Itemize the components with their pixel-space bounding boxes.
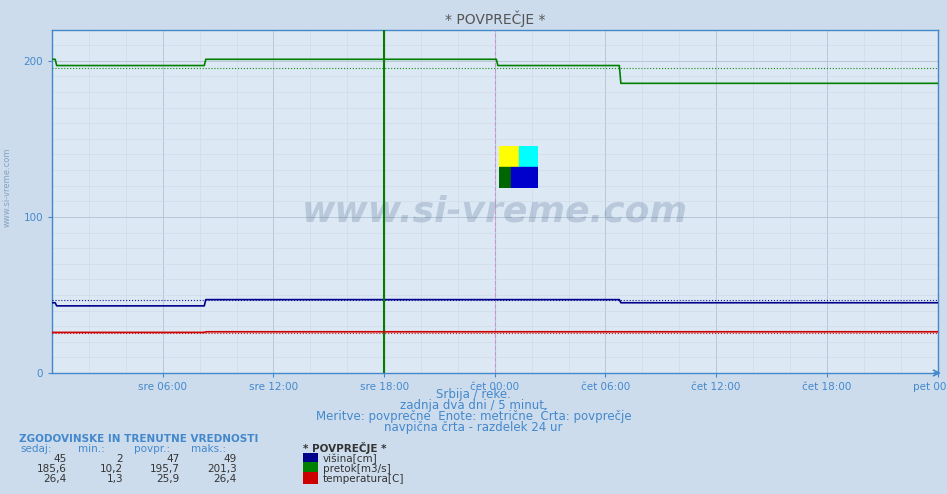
- Text: pretok[m3/s]: pretok[m3/s]: [323, 464, 391, 474]
- Text: 2: 2: [116, 454, 123, 464]
- Text: zadnja dva dni / 5 minut.: zadnja dva dni / 5 minut.: [400, 399, 547, 412]
- Text: 45: 45: [53, 454, 66, 464]
- Text: 26,4: 26,4: [43, 474, 66, 484]
- Text: 195,7: 195,7: [150, 464, 180, 474]
- Text: sedaj:: sedaj:: [21, 444, 52, 454]
- Bar: [499, 146, 519, 167]
- Text: temperatura[C]: temperatura[C]: [323, 474, 404, 484]
- Text: 1,3: 1,3: [106, 474, 123, 484]
- Text: Meritve: povprečne  Enote: metrične  Črta: povprečje: Meritve: povprečne Enote: metrične Črta:…: [315, 408, 632, 423]
- Text: * POVPREČJE *: * POVPREČJE *: [303, 442, 386, 454]
- Text: 47: 47: [167, 454, 180, 464]
- Title: * POVPREČJE *: * POVPREČJE *: [444, 10, 545, 27]
- Text: min.:: min.:: [78, 444, 104, 454]
- Text: 26,4: 26,4: [213, 474, 237, 484]
- Bar: [499, 167, 511, 188]
- Text: www.si-vreme.com: www.si-vreme.com: [3, 148, 12, 227]
- Text: 185,6: 185,6: [36, 464, 66, 474]
- Text: www.si-vreme.com: www.si-vreme.com: [302, 195, 688, 229]
- Text: maks.:: maks.:: [191, 444, 226, 454]
- Text: 10,2: 10,2: [100, 464, 123, 474]
- Text: 201,3: 201,3: [207, 464, 237, 474]
- Text: višina[cm]: višina[cm]: [323, 453, 378, 464]
- Text: 25,9: 25,9: [156, 474, 180, 484]
- Text: navpična črta - razdelek 24 ur: navpična črta - razdelek 24 ur: [384, 421, 563, 434]
- Text: Srbija / reke.: Srbija / reke.: [436, 388, 511, 401]
- Bar: [519, 146, 538, 167]
- Text: 49: 49: [223, 454, 237, 464]
- Bar: [511, 167, 538, 188]
- Text: povpr.:: povpr.:: [134, 444, 170, 454]
- Text: ZGODOVINSKE IN TRENUTNE VREDNOSTI: ZGODOVINSKE IN TRENUTNE VREDNOSTI: [19, 434, 259, 444]
